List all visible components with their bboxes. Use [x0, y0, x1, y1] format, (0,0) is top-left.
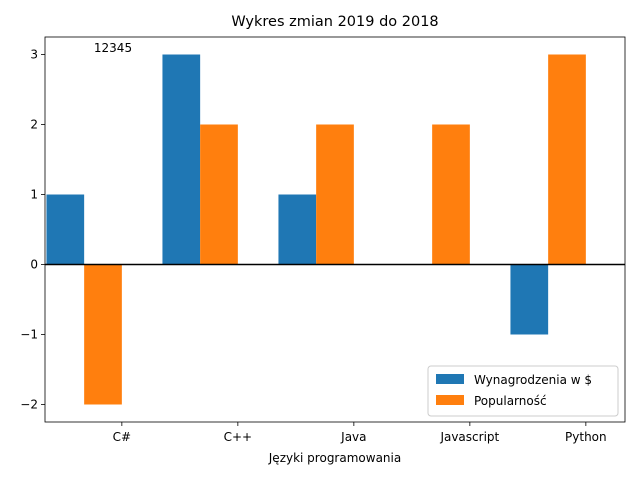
- x-tick-label: Javascript: [439, 430, 499, 444]
- legend: Wynagrodzenia w $ Popularność: [427, 365, 619, 417]
- bars-layer: [46, 54, 586, 405]
- bar: [46, 194, 85, 265]
- x-tick-label: C#: [113, 430, 131, 444]
- y-tick-label: 2: [30, 118, 38, 132]
- legend-swatch: [436, 374, 464, 384]
- x-tick-label: Java: [340, 430, 366, 444]
- annotation-text: 12345: [94, 41, 132, 55]
- y-tick-label: −2: [20, 398, 38, 412]
- plot-frame: [44, 36, 626, 423]
- y-tick-label: 1: [30, 188, 38, 202]
- legend-box: [427, 365, 619, 417]
- x-axis: C# C++ Java Javascript Python: [113, 422, 607, 444]
- chart-title: Wykres zmian 2019 do 2018: [231, 14, 438, 30]
- legend-label: Popularność: [474, 394, 547, 408]
- bar: [200, 124, 238, 265]
- bar: [84, 264, 122, 405]
- bar: [278, 194, 317, 265]
- legend-label: Wynagrodzenia w $: [474, 373, 592, 387]
- bar: [432, 124, 470, 265]
- y-tick-label: −1: [20, 328, 38, 342]
- legend-swatch: [436, 395, 464, 405]
- y-tick-label: 3: [30, 48, 38, 62]
- bar: [548, 54, 586, 265]
- x-tick-label: Python: [565, 430, 607, 444]
- bar: [510, 264, 549, 335]
- x-axis-label: Języki programowania: [268, 451, 401, 465]
- x-tick-label: C++: [224, 430, 253, 444]
- y-axis: −2 −1 0 1 2 3: [20, 48, 45, 412]
- y-tick-label: 0: [30, 258, 38, 272]
- bar: [316, 124, 354, 265]
- bar: [162, 54, 201, 265]
